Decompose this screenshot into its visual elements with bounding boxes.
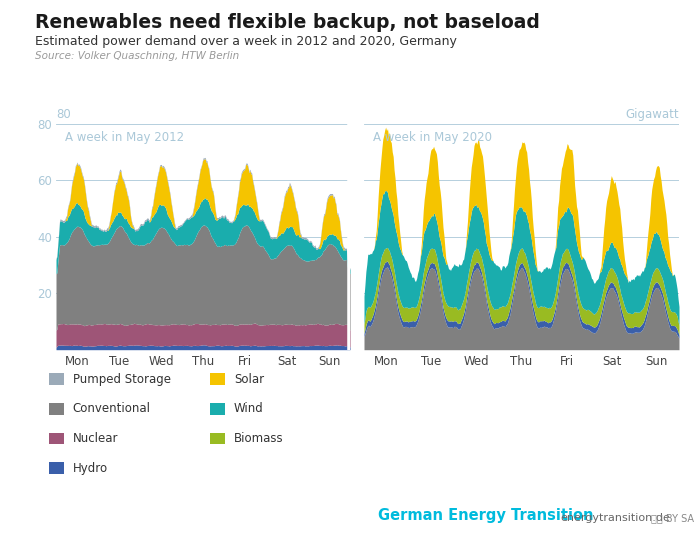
Text: Gigawatt: Gigawatt (625, 108, 679, 121)
Text: Solar: Solar (234, 373, 264, 386)
Text: A week in May 2020: A week in May 2020 (374, 131, 493, 144)
Text: Nuclear: Nuclear (73, 432, 118, 445)
Text: Hydro: Hydro (73, 462, 108, 475)
Text: German Energy Transition: German Energy Transition (378, 508, 594, 523)
Text: 80: 80 (56, 108, 71, 121)
Text: Wind: Wind (234, 402, 263, 415)
Text: Biomass: Biomass (234, 432, 284, 445)
Text: ⒸⒸ BY SA: ⒸⒸ BY SA (651, 513, 694, 523)
Text: Estimated power demand over a week in 2012 and 2020, Germany: Estimated power demand over a week in 20… (35, 35, 457, 48)
Text: Source: Volker Quaschning, HTW Berlin: Source: Volker Quaschning, HTW Berlin (35, 51, 239, 61)
Text: A week in May 2012: A week in May 2012 (65, 131, 184, 144)
Text: Pumped Storage: Pumped Storage (73, 373, 171, 386)
Text: Renewables need flexible backup, not baseload: Renewables need flexible backup, not bas… (35, 13, 540, 32)
Text: energytransition.de: energytransition.de (560, 513, 670, 523)
Text: Conventional: Conventional (73, 402, 150, 415)
